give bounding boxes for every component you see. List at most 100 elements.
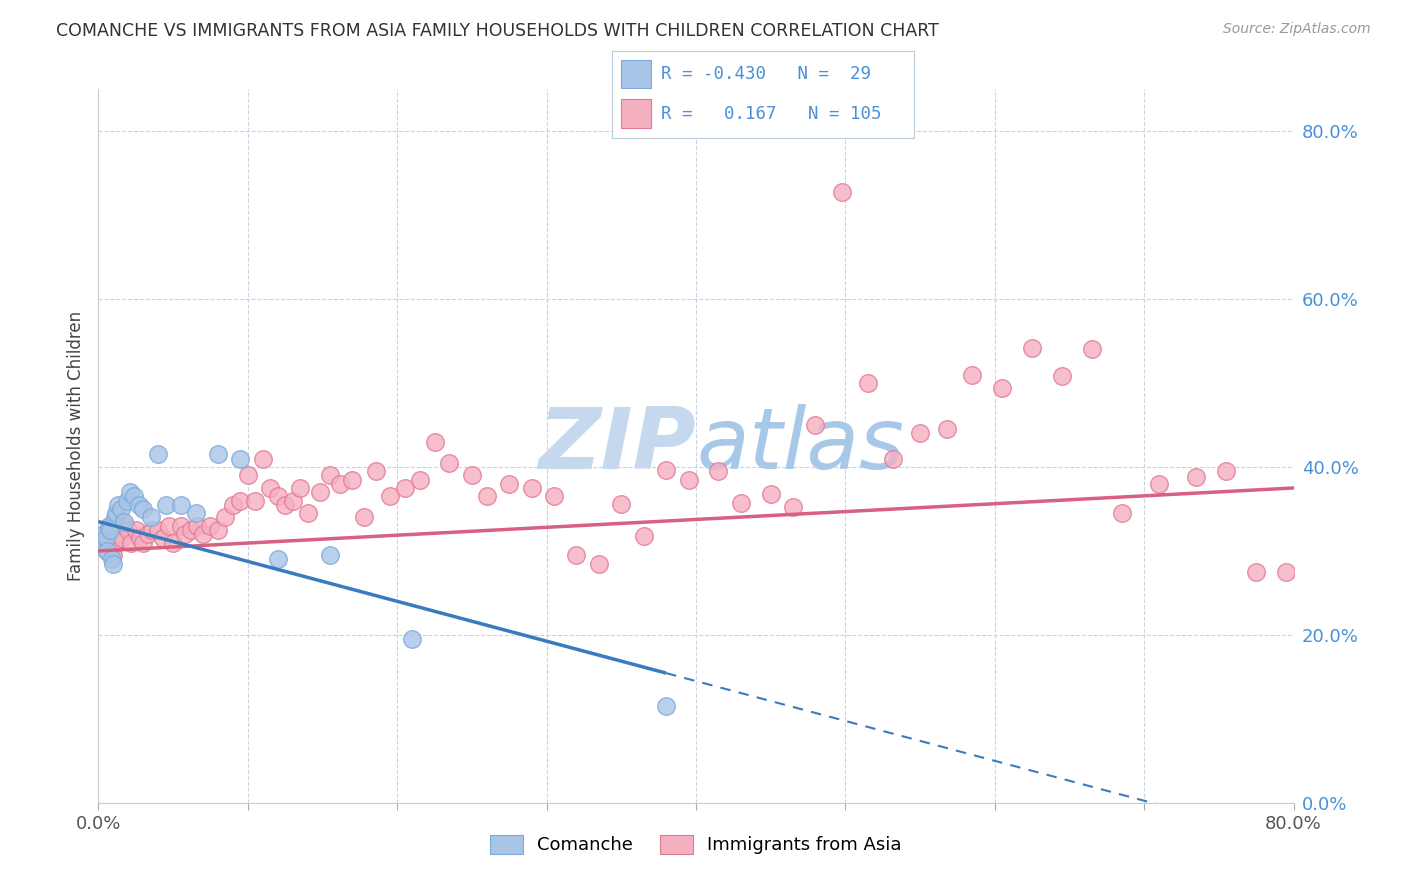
Point <box>132 502 155 516</box>
Point <box>139 510 162 524</box>
Legend: Comanche, Immigrants from Asia: Comanche, Immigrants from Asia <box>491 835 901 855</box>
Point <box>423 434 446 449</box>
Point <box>169 498 191 512</box>
Point <box>186 518 208 533</box>
Text: R = -0.430   N =  29: R = -0.430 N = 29 <box>661 65 872 84</box>
Point <box>439 456 461 470</box>
Point <box>110 527 132 541</box>
Text: COMANCHE VS IMMIGRANTS FROM ASIA FAMILY HOUSEHOLDS WITH CHILDREN CORRELATION CHA: COMANCHE VS IMMIGRANTS FROM ASIA FAMILY … <box>56 22 939 40</box>
Point <box>117 523 139 537</box>
Point <box>882 451 904 466</box>
Point <box>200 518 222 533</box>
Point <box>112 515 135 529</box>
Point <box>180 523 202 537</box>
Point <box>169 518 191 533</box>
Point <box>782 500 804 515</box>
Point <box>543 489 565 503</box>
Point <box>107 527 129 541</box>
Point <box>1327 574 1350 588</box>
Point <box>281 493 304 508</box>
Point <box>565 548 588 562</box>
Point <box>101 552 124 566</box>
Point <box>103 557 125 571</box>
Point <box>730 496 752 510</box>
Point <box>252 451 274 466</box>
FancyBboxPatch shape <box>620 99 651 128</box>
Point <box>1379 577 1402 591</box>
Point <box>136 527 159 541</box>
Point <box>105 506 128 520</box>
Point <box>141 523 163 537</box>
Point <box>115 493 138 508</box>
Point <box>222 498 245 512</box>
Point <box>378 489 401 503</box>
Point <box>520 481 543 495</box>
Point <box>588 557 610 571</box>
Point <box>207 523 229 537</box>
Point <box>831 185 853 199</box>
Point <box>936 422 959 436</box>
Point <box>408 473 430 487</box>
Point <box>125 523 148 537</box>
Point <box>401 632 423 646</box>
Point <box>962 368 984 382</box>
Point <box>128 498 150 512</box>
Text: R =   0.167   N = 105: R = 0.167 N = 105 <box>661 104 882 123</box>
Point <box>110 502 132 516</box>
Point <box>678 473 700 487</box>
Point <box>319 548 342 562</box>
Point <box>129 532 152 546</box>
Point <box>1372 574 1395 588</box>
Point <box>245 493 267 508</box>
Point <box>114 518 136 533</box>
Point <box>104 535 127 549</box>
Point <box>319 468 342 483</box>
Point <box>118 485 141 500</box>
Point <box>101 540 124 554</box>
Point <box>267 552 290 566</box>
Point <box>155 498 177 512</box>
Point <box>184 506 207 520</box>
Point <box>107 498 129 512</box>
Point <box>104 510 127 524</box>
Point <box>394 481 416 495</box>
Point <box>908 426 931 441</box>
Point <box>97 518 120 533</box>
Point <box>353 510 375 524</box>
Point <box>475 489 498 503</box>
Text: atlas: atlas <box>696 404 904 488</box>
Point <box>1185 470 1208 484</box>
Point <box>148 523 170 537</box>
Point <box>274 498 297 512</box>
Point <box>236 468 259 483</box>
Point <box>174 527 197 541</box>
Point <box>229 451 252 466</box>
Point <box>991 381 1014 395</box>
Point <box>1402 574 1406 588</box>
Point <box>132 535 155 549</box>
Point <box>207 447 229 461</box>
Point <box>1021 341 1043 355</box>
Point <box>804 417 827 432</box>
Point <box>288 481 311 495</box>
Point <box>633 529 655 543</box>
Point <box>94 535 117 549</box>
Point <box>91 532 114 546</box>
Point <box>157 518 180 533</box>
Point <box>1111 506 1133 520</box>
Point <box>1050 369 1073 384</box>
Point <box>856 376 879 390</box>
Point <box>1343 565 1365 579</box>
FancyBboxPatch shape <box>620 60 651 88</box>
Point <box>1298 574 1320 588</box>
Point <box>308 485 330 500</box>
Point <box>1386 566 1406 581</box>
Point <box>152 532 174 546</box>
Point <box>93 527 115 541</box>
Point <box>191 527 214 541</box>
Point <box>96 544 118 558</box>
Point <box>342 473 364 487</box>
Point <box>1275 565 1298 579</box>
Point <box>267 489 290 503</box>
Point <box>1395 569 1406 583</box>
